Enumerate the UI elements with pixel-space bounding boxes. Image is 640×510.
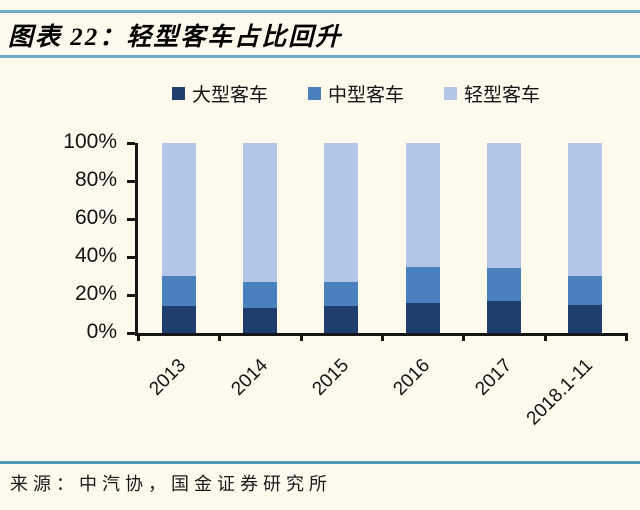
legend-item-medium-bus: 中型客车 (307, 80, 404, 107)
bar-segment-medium-bus (486, 268, 521, 301)
bar-segment-large-bus (486, 300, 521, 333)
legend-item-light-bus: 轻型客车 (444, 80, 540, 107)
legend-label: 中型客车 (327, 85, 404, 106)
x-tick (625, 333, 628, 341)
bar-group-2018.1-11 (545, 143, 626, 333)
bar-segment-light-bus (486, 143, 521, 269)
bar-segment-light-bus (161, 143, 196, 276)
plot-area (127, 142, 628, 341)
x-tick (543, 333, 547, 341)
bar-segment-large-bus (161, 306, 196, 333)
bar-group-2017 (463, 143, 544, 333)
y-tick (127, 332, 135, 335)
y-tick-label: 40% (74, 243, 117, 267)
y-tick-label: 60% (74, 205, 117, 229)
x-tick (462, 333, 466, 341)
y-tick-label: 100% (63, 129, 117, 153)
y-axis-labels: 100% 80% 60% 40% 20% 0% (0, 130, 125, 343)
bar-segment-large-bus (242, 308, 277, 333)
y-tick-label: 20% (74, 281, 117, 305)
legend: 大型客车 中型客车 轻型客车 (0, 80, 640, 107)
source-text: 来源：中汽协，国金证券研究所 (10, 474, 332, 494)
x-axis-label: 2013 (145, 355, 191, 400)
stacked-bar (405, 143, 440, 333)
y-tick (127, 256, 135, 259)
x-tick (381, 333, 384, 341)
x-axis-label: 2017 (471, 355, 516, 400)
legend-label: 大型客车 (191, 85, 268, 106)
y-tick-label: 0% (86, 319, 117, 343)
header-rule-bottom (0, 55, 640, 58)
bar-segment-large-bus (324, 306, 359, 333)
x-tick (299, 333, 303, 341)
legend-swatch-large-bus (171, 87, 185, 100)
legend-swatch-medium-bus (307, 87, 321, 100)
stacked-bar (242, 143, 277, 333)
stacked-bar (568, 143, 603, 333)
y-tick (127, 142, 135, 145)
bar-group-2014 (219, 143, 300, 333)
stacked-bar (161, 143, 196, 333)
bar-segment-medium-bus (324, 281, 359, 307)
bar-group-2015 (301, 143, 382, 333)
bar-segment-light-bus (242, 143, 277, 282)
bar-segment-medium-bus (405, 266, 440, 303)
bar-group-2013 (138, 143, 219, 333)
footer-rule (0, 461, 640, 464)
bar-segment-medium-bus (161, 276, 196, 307)
bar-segment-light-bus (405, 143, 440, 267)
y-tick (127, 294, 135, 297)
bar-group-2016 (382, 143, 463, 333)
x-axis-labels: 2013 2014 2015 2016 2017 2018.1-11 (135, 341, 623, 456)
bar-segment-light-bus (324, 143, 359, 282)
chart-title: 图表 22：轻型客车占比回升 (8, 24, 343, 51)
bar-segment-medium-bus (242, 281, 277, 309)
y-tick (127, 180, 135, 183)
legend-label: 轻型客车 (464, 85, 541, 106)
bar-segment-medium-bus (568, 276, 603, 305)
bar-segment-large-bus (568, 304, 603, 333)
y-tick-label: 80% (74, 167, 117, 191)
x-axis-label: 2016 (389, 355, 435, 400)
x-tick (218, 333, 222, 341)
x-tick (137, 333, 140, 341)
x-axis-label: 2018.1-11 (522, 355, 598, 430)
x-axis-label: 2015 (308, 355, 354, 400)
header-rule-top (0, 10, 640, 13)
legend-item-large-bus: 大型客车 (171, 80, 268, 107)
y-tick (127, 218, 135, 221)
legend-swatch-light-bus (444, 87, 457, 100)
x-axis-label: 2014 (227, 355, 272, 400)
bar-segment-large-bus (405, 302, 440, 333)
stacked-bar (486, 143, 521, 333)
stacked-bar (324, 143, 359, 333)
bar-segment-light-bus (568, 143, 603, 276)
